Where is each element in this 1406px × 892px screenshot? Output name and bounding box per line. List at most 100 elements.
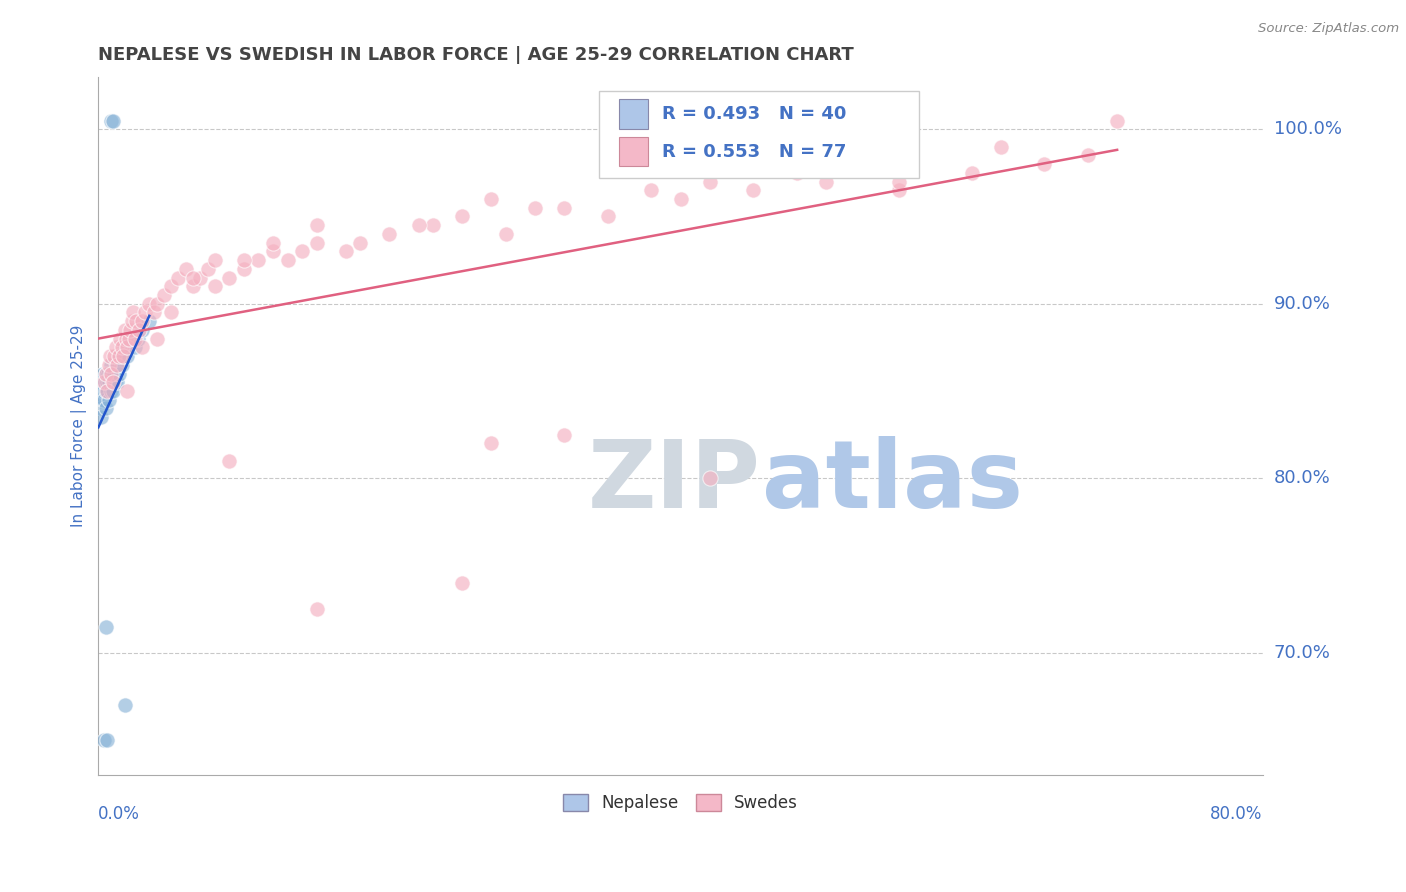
Point xyxy=(138,314,160,328)
Point xyxy=(188,270,211,285)
Point xyxy=(103,376,125,390)
Point xyxy=(160,279,183,293)
Point xyxy=(90,401,112,416)
Point xyxy=(114,323,136,337)
Text: 90.0%: 90.0% xyxy=(1274,294,1330,313)
Point xyxy=(305,235,328,250)
Point xyxy=(94,376,117,390)
Point xyxy=(305,602,328,616)
Point xyxy=(94,384,117,398)
Point xyxy=(90,410,112,425)
Point xyxy=(97,367,120,381)
Point xyxy=(121,314,143,328)
Point xyxy=(104,376,127,390)
Point xyxy=(495,227,517,241)
Point xyxy=(105,376,128,390)
Point xyxy=(408,218,430,232)
Point xyxy=(1033,157,1056,171)
Point xyxy=(127,332,149,346)
Point xyxy=(378,227,401,241)
Point xyxy=(887,175,910,189)
Point xyxy=(98,392,121,407)
Point xyxy=(91,392,114,407)
Point xyxy=(349,235,371,250)
Point xyxy=(669,192,692,206)
Point xyxy=(93,384,115,398)
Point xyxy=(131,314,153,328)
Point xyxy=(742,183,765,197)
Point xyxy=(120,332,142,346)
Point xyxy=(103,349,125,363)
Point xyxy=(131,323,153,337)
Point xyxy=(167,270,190,285)
Point xyxy=(181,270,204,285)
Text: Source: ZipAtlas.com: Source: ZipAtlas.com xyxy=(1258,22,1399,36)
Point xyxy=(108,349,131,363)
Point xyxy=(131,340,153,354)
Point xyxy=(699,471,721,485)
Point xyxy=(108,332,131,346)
Point xyxy=(197,261,219,276)
Point xyxy=(96,384,118,398)
Point xyxy=(97,358,120,372)
Text: 100.0%: 100.0% xyxy=(1274,120,1341,138)
Point xyxy=(451,210,474,224)
Legend: Nepalese, Swedes: Nepalese, Swedes xyxy=(557,788,804,819)
Point xyxy=(107,349,129,363)
Point xyxy=(118,332,141,346)
Point xyxy=(887,183,910,197)
Point xyxy=(1107,113,1129,128)
Point xyxy=(112,349,135,363)
Text: 80.0%: 80.0% xyxy=(1211,805,1263,823)
Point xyxy=(98,367,121,381)
Point xyxy=(124,332,146,346)
Point xyxy=(94,367,117,381)
Point xyxy=(96,401,118,416)
Point xyxy=(699,175,721,189)
Point xyxy=(111,340,134,354)
Point xyxy=(145,297,167,311)
Point xyxy=(93,733,115,747)
Text: NEPALESE VS SWEDISH IN LABOR FORCE | AGE 25-29 CORRELATION CHART: NEPALESE VS SWEDISH IN LABOR FORCE | AGE… xyxy=(98,46,853,64)
Point xyxy=(125,314,148,328)
Point xyxy=(479,436,502,450)
Point xyxy=(232,253,254,268)
Point xyxy=(117,384,139,398)
Point xyxy=(124,340,146,354)
Point xyxy=(553,201,575,215)
Point xyxy=(142,305,165,319)
Point xyxy=(305,218,328,232)
Point xyxy=(101,376,124,390)
Point xyxy=(277,253,299,268)
FancyBboxPatch shape xyxy=(619,99,648,128)
Text: 70.0%: 70.0% xyxy=(1274,644,1330,662)
Text: R = 0.493   N = 40: R = 0.493 N = 40 xyxy=(662,105,846,123)
Point xyxy=(90,376,112,390)
Point xyxy=(100,113,122,128)
Point xyxy=(91,384,114,398)
Text: R = 0.553   N = 77: R = 0.553 N = 77 xyxy=(662,143,846,161)
Point xyxy=(204,279,226,293)
Point xyxy=(93,392,115,407)
Point xyxy=(134,305,156,319)
Point xyxy=(153,288,176,302)
Point xyxy=(181,279,204,293)
Point xyxy=(101,367,124,381)
FancyBboxPatch shape xyxy=(619,136,648,166)
Point xyxy=(105,358,128,372)
Point xyxy=(100,358,122,372)
Point xyxy=(112,349,135,363)
Point xyxy=(218,454,240,468)
Point xyxy=(104,358,127,372)
Point xyxy=(104,340,127,354)
Y-axis label: In Labor Force | Age 25-29: In Labor Force | Age 25-29 xyxy=(72,325,87,527)
Point xyxy=(479,192,502,206)
Point xyxy=(107,367,129,381)
Point xyxy=(93,376,115,390)
Point xyxy=(262,244,284,259)
Point xyxy=(120,323,142,337)
Point xyxy=(960,166,983,180)
Point xyxy=(990,139,1012,153)
Point xyxy=(100,367,122,381)
Point xyxy=(96,733,118,747)
